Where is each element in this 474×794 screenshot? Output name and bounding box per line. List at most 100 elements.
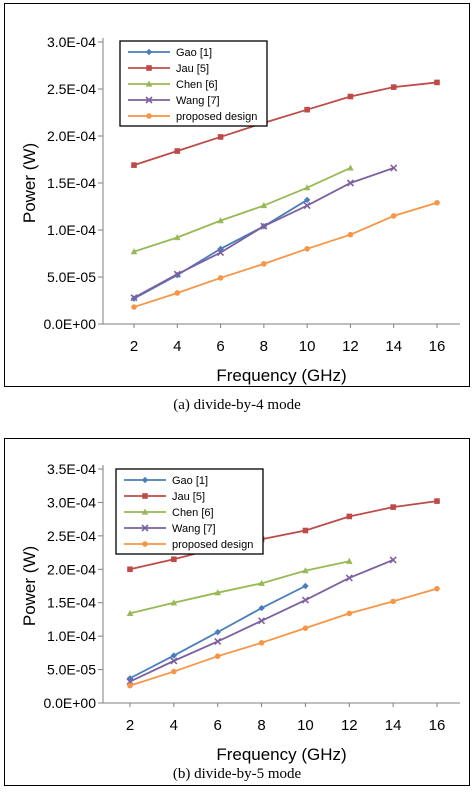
chart-b-data-point — [171, 556, 177, 563]
chart-a-data-point — [217, 248, 225, 257]
chart-a-legend-label: Chen [6] — [176, 79, 218, 91]
chart-b-legend-label: Jau [5] — [172, 491, 205, 503]
chart-a-data-point — [434, 199, 440, 206]
chart-a-y-axis-title: Power (W) — [20, 143, 39, 223]
chart-b-x-tick-label: 16 — [429, 717, 446, 734]
chart-b-data-point — [126, 609, 134, 617]
chart-b-y-tick-label: 2.5E-04 — [47, 528, 96, 544]
chart-a-data-point — [261, 261, 267, 267]
chart-b-data-point — [258, 640, 265, 646]
chart-a-y-tick-label: 1.5E-04 — [47, 175, 96, 191]
chart-a-x-tick-label: 14 — [385, 338, 402, 355]
chart-a-legend-entry: Jau [5] — [128, 63, 209, 75]
chart-b-x-tick-label: 4 — [170, 717, 178, 734]
chart-b-legend-entry: proposed design — [124, 539, 253, 551]
chart-a-x-tick-label: 8 — [260, 338, 268, 355]
chart-b-series-4 — [127, 585, 440, 689]
chart-a-x-tick-label: 4 — [173, 338, 181, 355]
chart-a-data-point — [303, 201, 311, 210]
chart-b-data-point — [170, 657, 178, 665]
chart-a-y-tick-label: 5.0E-05 — [47, 269, 96, 285]
chart-a-data-point — [304, 246, 310, 252]
chart-b-data-point — [214, 637, 222, 646]
chart-a-data-point — [173, 234, 181, 241]
chart-a-data-point — [217, 134, 224, 140]
chart-a-data-point — [174, 290, 181, 296]
chart-a-x-tick-label: 6 — [216, 338, 224, 355]
chart-b-series-0 — [126, 582, 309, 682]
chart-a-data-point — [260, 222, 268, 230]
chart-b-y-tick-label: 2.0E-04 — [47, 561, 96, 577]
chart-b-y-tick-label: 5.0E-05 — [47, 662, 96, 678]
chart-a-series-2 — [130, 164, 354, 255]
chart-a-y-tick-label: 3.0E-04 — [47, 34, 96, 50]
chart-a-legend-label: Jau [5] — [176, 63, 209, 75]
chart-b-legend-marker — [141, 508, 149, 515]
chart-a-series-4 — [131, 199, 440, 310]
chart-b-y-tick-label: 1.5E-04 — [47, 595, 96, 611]
chart-a-data-point — [260, 202, 268, 209]
chart-b-data-point — [258, 604, 265, 612]
chart-b-data-point — [434, 585, 440, 592]
chart-b-legend-entry: Wang [7] — [124, 523, 216, 535]
chart-b-data-point — [390, 504, 396, 510]
chart-a-legend-label: Gao [1] — [176, 47, 212, 59]
chart-a-x-tick-label: 12 — [342, 338, 359, 355]
chart-b-data-point — [302, 567, 309, 574]
chart-a-data-point — [303, 184, 311, 191]
chart-a-y-tick-label: 2.0E-04 — [47, 128, 96, 144]
chart-b-data-point — [389, 556, 397, 564]
chart-a-x-tick-label: 10 — [299, 338, 316, 355]
chart-b-x-tick-label: 12 — [341, 717, 358, 734]
chart-a-x-tick-label: 16 — [429, 338, 446, 355]
chart-a-data-point — [390, 213, 397, 219]
chart-a-data-point — [434, 79, 440, 86]
chart-a-legend-label: proposed design — [176, 111, 257, 123]
chart-b-data-point — [126, 678, 134, 686]
chart-panel-a: 0.0E+00 5.0E-05 1.0E-04 1.5E-04 2.0E-04 2.5E-… — [4, 3, 470, 387]
chart-b-legend-entry: Gao [1] — [124, 475, 208, 487]
chart-a-data-point — [347, 164, 354, 171]
chart-b-series-3 — [126, 556, 397, 686]
chart-b-svg: 0.0E+00 5.0E-05 1.0E-04 1.5E-04 2.0E-04 2.5E-… — [20, 461, 460, 764]
chart-b-series-line — [129, 560, 350, 615]
caption-b: (b) divide-by-5 mode — [172, 766, 302, 782]
chart-b-legend-label: Wang [7] — [172, 523, 216, 535]
chart-b-legend-marker — [142, 541, 148, 547]
chart-b-data-point — [170, 652, 178, 659]
chart-b-legend-marker — [141, 524, 149, 532]
chart-panel-b: 0.0E+00 5.0E-05 1.0E-04 1.5E-04 2.0E-04 2.5E-… — [4, 438, 470, 786]
chart-a-legend-marker — [146, 65, 152, 71]
chart-b-data-point — [258, 617, 266, 625]
chart-b-data-point — [302, 527, 309, 534]
chart-a-series-3 — [130, 164, 398, 302]
chart-a-legend-marker — [145, 80, 153, 87]
chart-b-x-tick-label: 2 — [126, 717, 134, 734]
chart-b-data-point — [301, 596, 309, 604]
chart-a-data-point — [131, 304, 137, 310]
chart-a-legend-entry: proposed design — [128, 111, 257, 123]
chart-b-data-point — [258, 579, 265, 586]
chart-a-legend-entry: Wang [7] — [128, 95, 220, 107]
chart-b-data-point — [170, 599, 178, 606]
chart-b-data-point — [127, 566, 133, 573]
chart-a-data-point — [130, 248, 138, 255]
chart-a-x-tick-label: 2 — [130, 338, 138, 355]
chart-a-legend-marker — [145, 48, 153, 56]
chart-a-data-point — [131, 162, 137, 168]
chart-a-data-point — [390, 164, 398, 172]
chart-a-series-0 — [130, 196, 311, 302]
chart-b-series-line — [129, 587, 438, 687]
chart-a-data-point — [304, 106, 310, 113]
chart-a-data-point — [347, 231, 354, 238]
chart-a-data-point — [173, 270, 181, 278]
chart-b-y-axis-title: Power (W) — [20, 546, 39, 626]
chart-b-data-point — [434, 498, 440, 504]
chart-a-data-point — [217, 275, 224, 281]
chart-a-data-point — [390, 84, 397, 90]
chart-b-data-point — [390, 598, 396, 605]
chart-b-x-tick-label: 8 — [257, 717, 265, 734]
chart-b-data-point — [302, 582, 309, 590]
chart-b-x-axis-title: Frequency (GHz) — [216, 745, 346, 764]
chart-a-y-tick-label: 1.0E-04 — [47, 222, 96, 238]
